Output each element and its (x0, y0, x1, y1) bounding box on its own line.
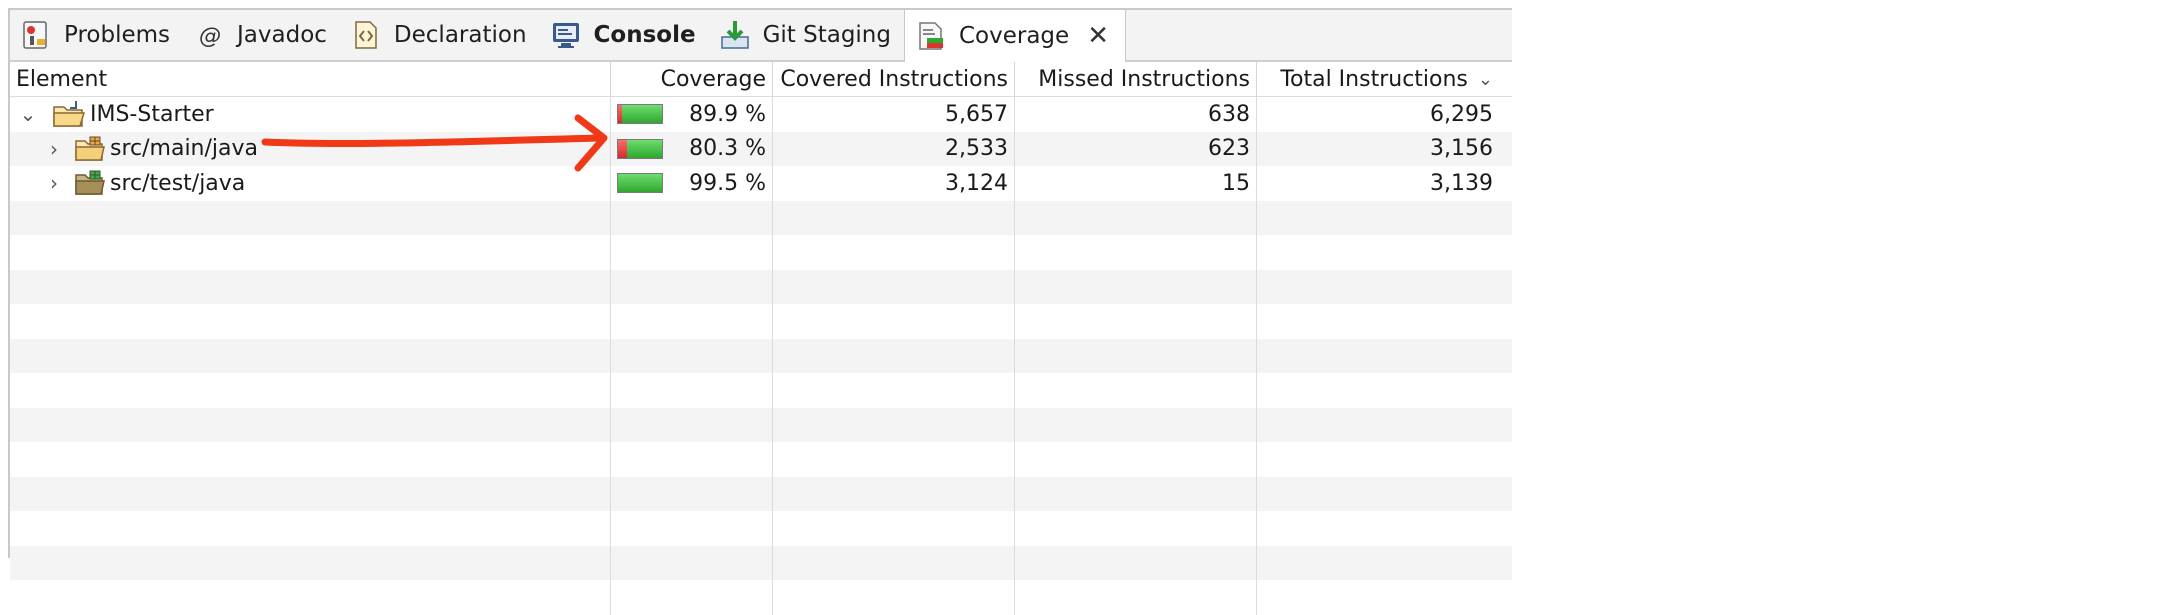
missed-instructions-cell: 15 (1014, 166, 1256, 201)
tab-javadoc[interactable]: @ Javadoc (183, 10, 340, 60)
tab-label: Console (594, 22, 696, 48)
coverage-percent: 80.3 % (689, 136, 766, 161)
empty-row (10, 408, 1512, 443)
element-name: src/test/java (110, 171, 245, 196)
tab-label: Javadoc (237, 22, 327, 48)
element-cell: ⌄ IMS-Starter (10, 97, 610, 132)
coverage-cell: 89.9 % (610, 97, 772, 132)
console-icon (550, 19, 582, 51)
close-icon[interactable]: ✕ (1087, 23, 1109, 49)
coverage-icon (915, 20, 947, 52)
total-instructions-cell: 3,156 (1256, 132, 1499, 167)
coverage-cell: 99.5 % (610, 166, 772, 201)
empty-row (10, 442, 1512, 477)
element-name: IMS-Starter (90, 102, 214, 127)
tab-console[interactable]: Console (540, 10, 709, 60)
total-instructions-cell: 3,139 (1256, 166, 1499, 201)
coverage-bar (617, 104, 663, 124)
missed-instructions-cell: 623 (1014, 132, 1256, 167)
table-row[interactable]: › src/test/java 99.5 % 3,124 15 3,139 (10, 166, 1512, 201)
tab-label: Git Staging (763, 22, 891, 48)
table-row[interactable]: ⌄ IMS-Starter 89.9 % 5,657 638 6,295 (10, 97, 1512, 132)
tab-label: Problems (64, 22, 170, 48)
chevron-right-icon[interactable]: › (42, 137, 66, 161)
empty-row (10, 546, 1512, 581)
element-cell: › src/main/java (10, 132, 610, 167)
coverage-bar (617, 173, 663, 193)
chevron-down-icon[interactable]: ⌄ (1478, 69, 1493, 90)
empty-row (10, 201, 1512, 236)
tab-problems[interactable]: Problems (10, 10, 183, 60)
empty-row (10, 373, 1512, 408)
covered-instructions-cell: 3,124 (772, 166, 1014, 201)
coverage-view-panel: Problems @ Javadoc Declaration Console G… (8, 8, 1512, 558)
tab-git-staging[interactable]: Git Staging (709, 10, 904, 60)
column-header-total-instructions[interactable]: Total Instructions ⌄ (1256, 62, 1499, 96)
chevron-down-icon[interactable]: ⌄ (16, 102, 40, 126)
covered-bar-segment (622, 105, 662, 123)
problems-icon (20, 19, 52, 51)
test-source-folder-icon (74, 169, 106, 197)
chevron-right-icon[interactable]: › (42, 171, 66, 195)
empty-row (10, 580, 1512, 615)
project-folder-icon (52, 99, 86, 129)
column-header-coverage[interactable]: Coverage (610, 62, 772, 96)
column-header-element[interactable]: Element (10, 62, 610, 96)
table-header: Element Coverage Covered Instructions Mi… (10, 62, 1512, 97)
covered-instructions-cell: 2,533 (772, 132, 1014, 167)
column-header-missed-instructions[interactable]: Missed Instructions (1014, 62, 1256, 96)
empty-row (10, 235, 1512, 270)
tab-coverage[interactable]: Coverage ✕ (904, 10, 1126, 62)
column-header-covered-instructions[interactable]: Covered Instructions (772, 62, 1014, 96)
element-cell: › src/test/java (10, 166, 610, 201)
coverage-bar (617, 139, 663, 159)
git-staging-icon (719, 19, 751, 51)
table-row[interactable]: › src/main/java 80.3 % 2,533 623 3,156 (10, 132, 1512, 167)
covered-bar-segment (618, 174, 662, 192)
total-instructions-cell: 6,295 (1256, 97, 1499, 132)
table-body: ⌄ IMS-Starter 89.9 % 5,657 638 6,295 › (10, 97, 1512, 615)
empty-row (10, 511, 1512, 546)
empty-row (10, 477, 1512, 512)
declaration-icon (350, 19, 382, 51)
empty-row (10, 339, 1512, 374)
missed-bar-segment (618, 140, 627, 158)
column-header-label: Total Instructions (1280, 67, 1468, 92)
covered-bar-segment (627, 140, 662, 158)
svg-text:@: @ (199, 24, 221, 49)
element-name: src/main/java (110, 136, 258, 161)
source-folder-icon (74, 135, 106, 163)
javadoc-icon: @ (193, 19, 225, 51)
coverage-cell: 80.3 % (610, 132, 772, 167)
empty-row (10, 304, 1512, 339)
coverage-table: Element Coverage Covered Instructions Mi… (10, 62, 1512, 615)
covered-instructions-cell: 5,657 (772, 97, 1014, 132)
empty-row (10, 270, 1512, 305)
tab-declaration[interactable]: Declaration (340, 10, 540, 60)
view-tab-bar: Problems @ Javadoc Declaration Console G… (10, 10, 1512, 62)
missed-instructions-cell: 638 (1014, 97, 1256, 132)
tab-label: Coverage (959, 23, 1069, 49)
coverage-percent: 99.5 % (689, 171, 766, 196)
tab-label: Declaration (394, 22, 527, 48)
coverage-percent: 89.9 % (689, 102, 766, 127)
